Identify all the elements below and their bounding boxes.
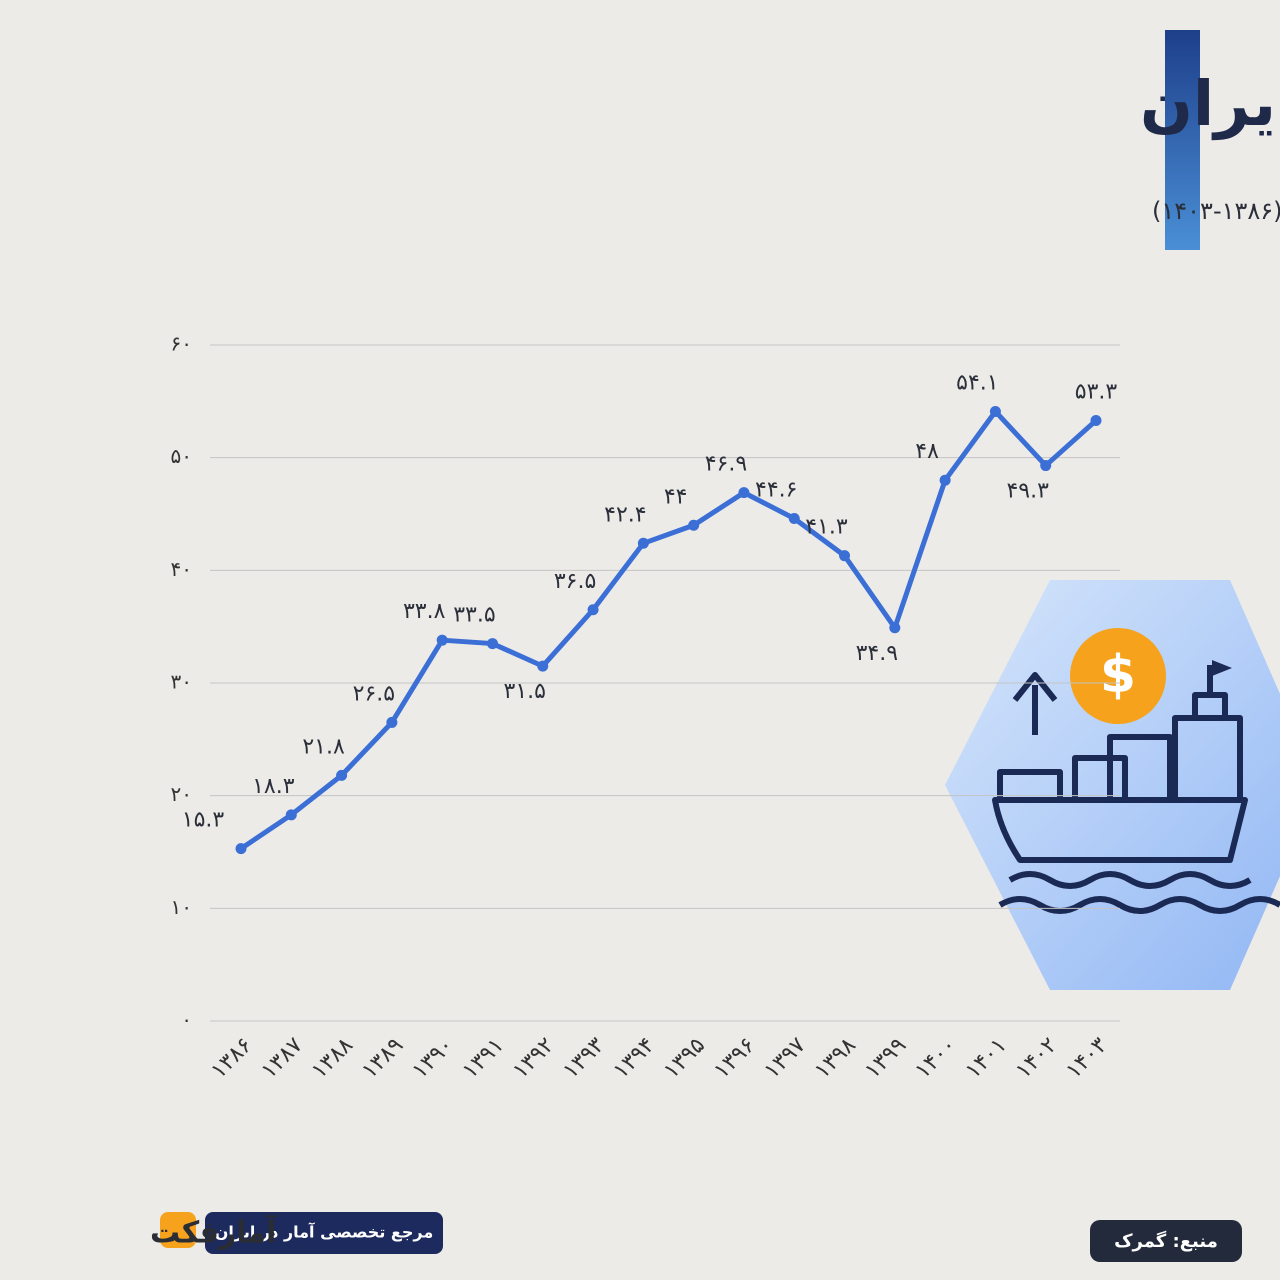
data-point: [939, 474, 951, 486]
x-tick-label: ۱۴۰۳: [1061, 1033, 1112, 1084]
x-tick-label: ۱۳۹۸: [810, 1033, 861, 1084]
data-point: [336, 769, 348, 781]
data-label: ۱۸.۳: [252, 774, 295, 799]
data-label: ۳۴.۹: [856, 641, 898, 666]
data-label: ۴۴.۶: [755, 478, 797, 503]
title-accent-bar: [1165, 30, 1200, 250]
data-point: [1040, 460, 1052, 472]
data-point: [537, 660, 549, 672]
y-tick-label: ۴۰: [171, 557, 192, 581]
data-point: [235, 843, 247, 855]
ship-illustration: $: [945, 580, 1280, 990]
data-point: [889, 622, 901, 634]
y-tick-label: ۱۰: [171, 895, 192, 919]
data-point: [839, 550, 851, 562]
data-point: [436, 634, 448, 646]
data-point: [386, 716, 398, 728]
data-point: [637, 537, 649, 549]
data-label: ۴۱.۳: [805, 515, 848, 540]
data-label: ۱۵.۳: [182, 808, 225, 833]
data-label: ۴۶.۹: [705, 452, 747, 477]
dollar-coin: [1070, 628, 1166, 724]
x-tick-label: ۱۳۹۰: [408, 1033, 459, 1084]
footer: منبع: گمرک مرجع تخصصی آمار در ایران آمار…: [150, 1212, 1242, 1262]
x-tick-label: ۱۳۹۲: [508, 1033, 559, 1084]
x-tick-label: ۱۳۹۶: [709, 1033, 760, 1084]
source-badge: [1090, 1220, 1242, 1262]
data-point: [486, 638, 498, 650]
x-tick-label: ۱۳۹۷: [760, 1033, 811, 1084]
x-tick-label: ۱۳۹۳: [558, 1033, 609, 1084]
data-label: ۳۶.۵: [554, 569, 596, 594]
x-tick-label: ۱۳۹۱: [458, 1033, 509, 1084]
data-point: [285, 809, 297, 821]
brand-icon: [160, 1212, 196, 1248]
ship-outline: [992, 665, 1280, 914]
y-tick-label: ۰: [181, 1008, 192, 1032]
data-label: ۳۳.۸: [403, 599, 446, 624]
data-label: ۴۹.۳: [1006, 479, 1049, 504]
data-label: ۳۱.۵: [504, 679, 546, 704]
data-point: [688, 519, 700, 531]
data-point: [738, 487, 750, 499]
x-tick-label: ۱۳۹۹: [860, 1033, 911, 1084]
x-tick-label: ۱۴۰۰: [911, 1033, 962, 1084]
data-line: [239, 408, 1098, 851]
chart-subtitle: ارزش صادرات غیر نفتی ایران بر حسب میلیار…: [1152, 197, 1280, 225]
data-label: ۴۲.۴: [604, 502, 646, 527]
data-label: ۳۳.۵: [453, 603, 495, 628]
y-tick-label: ۲۰: [171, 782, 192, 806]
data-label: ۴۸: [915, 439, 939, 464]
x-tick-label: ۱۳۹۴: [609, 1033, 660, 1084]
data-point: [587, 604, 599, 616]
brand-name: آمارفکت: [150, 1214, 277, 1251]
data-label: ۵۴.۱: [956, 370, 998, 395]
data-label: ۴۴: [664, 484, 688, 509]
tagline-badge: [205, 1212, 443, 1254]
data-label: ۵۳.۳: [1075, 379, 1118, 404]
y-tick-label: ۶۰: [171, 332, 192, 356]
dollar-sign: $: [1100, 645, 1136, 705]
chart-title: میزان صادرات غیرنفتی ایران: [1140, 67, 1280, 140]
y-tick-label: ۵۰: [171, 444, 192, 468]
data-label: ۲۶.۵: [353, 681, 395, 706]
x-tick-label: ۱۳۸۷: [257, 1033, 308, 1084]
data-label: ۲۱.۸: [302, 734, 345, 759]
x-tick-label: ۱۳۸۶: [206, 1033, 257, 1084]
x-tick-label: ۱۳۹۵: [659, 1033, 710, 1084]
data-point: [788, 513, 800, 525]
y-tick-label: ۳۰: [171, 670, 192, 694]
tagline-text: مرجع تخصصی آمار در ایران: [215, 1222, 433, 1242]
x-tick-label: ۱۳۸۹: [357, 1033, 408, 1084]
x-tick-label: ۱۴۰۱: [961, 1033, 1012, 1084]
data-point: [1090, 414, 1102, 426]
source-text: منبع: گمرک: [1114, 1230, 1218, 1252]
x-tick-label: ۱۳۸۸: [307, 1033, 358, 1084]
x-tick-label: ۱۴۰۲: [1011, 1033, 1062, 1084]
data-point: [989, 405, 1001, 417]
